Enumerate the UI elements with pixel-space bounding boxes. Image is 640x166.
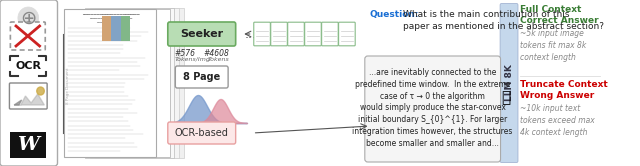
Text: OCR-based: OCR-based bbox=[175, 128, 228, 138]
Bar bbox=[111, 16, 121, 41]
FancyBboxPatch shape bbox=[254, 22, 270, 46]
Bar bbox=[80, 9, 170, 157]
Bar bbox=[94, 8, 184, 158]
FancyBboxPatch shape bbox=[500, 3, 518, 163]
Text: ...are inevitably connected to the: ...are inevitably connected to the bbox=[369, 68, 497, 77]
Text: Seeker: Seeker bbox=[180, 29, 223, 39]
Text: ──────────: ────────── bbox=[96, 19, 125, 25]
Bar bbox=[102, 16, 111, 41]
Circle shape bbox=[18, 7, 38, 29]
Circle shape bbox=[36, 87, 44, 95]
Text: ────────────────────: ──────────────────── bbox=[81, 11, 139, 16]
Text: become smaller and smaller and...: become smaller and smaller and... bbox=[366, 139, 499, 149]
Bar bbox=[102, 16, 130, 41]
Text: case of τ → 0 the algorithm: case of τ → 0 the algorithm bbox=[380, 91, 485, 100]
Text: ───────────────: ─────────────── bbox=[89, 15, 132, 20]
FancyBboxPatch shape bbox=[168, 122, 236, 144]
Bar bbox=[85, 8, 174, 158]
Text: Truncate Context
Wrong Answer: Truncate Context Wrong Answer bbox=[520, 80, 608, 100]
Text: 8 Page: 8 Page bbox=[183, 72, 220, 82]
Text: integration times however, the structures: integration times however, the structure… bbox=[353, 127, 513, 136]
Text: LLM 8K: LLM 8K bbox=[504, 65, 513, 101]
FancyBboxPatch shape bbox=[0, 0, 58, 166]
Text: initial boundary S_{0}^{1}. For larger: initial boundary S_{0}^{1}. For larger bbox=[358, 116, 508, 124]
Text: OCR: OCR bbox=[15, 61, 41, 71]
Text: ~5k input image
tokens fit max 8k
context length: ~5k input image tokens fit max 8k contex… bbox=[520, 29, 587, 62]
Text: #4608: #4608 bbox=[203, 48, 229, 57]
Text: ~10k input text
tokens exceed max
4k context length: ~10k input text tokens exceed max 4k con… bbox=[520, 104, 595, 137]
FancyBboxPatch shape bbox=[339, 22, 355, 46]
Bar bbox=[90, 8, 179, 158]
FancyBboxPatch shape bbox=[10, 83, 47, 109]
Text: ⊕: ⊕ bbox=[20, 8, 36, 28]
Text: Full Context
Correct Answer: Full Context Correct Answer bbox=[520, 5, 599, 25]
FancyBboxPatch shape bbox=[10, 132, 46, 158]
FancyBboxPatch shape bbox=[322, 22, 338, 46]
Polygon shape bbox=[14, 100, 22, 105]
Text: Tokens: Tokens bbox=[207, 56, 229, 61]
Text: What is the main contribution of this
paper as mentioned in the abstract section: What is the main contribution of this pa… bbox=[403, 10, 604, 31]
FancyBboxPatch shape bbox=[288, 22, 304, 46]
FancyBboxPatch shape bbox=[305, 22, 321, 46]
FancyBboxPatch shape bbox=[168, 22, 236, 46]
Text: 🔥: 🔥 bbox=[502, 90, 511, 106]
Text: ...: ... bbox=[245, 28, 257, 41]
Bar bbox=[121, 16, 130, 41]
Text: Tokens/Img: Tokens/Img bbox=[174, 56, 211, 61]
Text: W: W bbox=[17, 136, 39, 154]
FancyBboxPatch shape bbox=[175, 66, 228, 88]
Bar bbox=[64, 9, 157, 157]
Text: predefined time window.  In the extreme: predefined time window. In the extreme bbox=[355, 80, 511, 88]
Text: would simply produce the star-convex: would simply produce the star-convex bbox=[360, 103, 506, 113]
FancyBboxPatch shape bbox=[271, 22, 287, 46]
Text: Question:: Question: bbox=[369, 10, 419, 19]
FancyBboxPatch shape bbox=[10, 54, 47, 79]
Polygon shape bbox=[14, 94, 44, 105]
FancyBboxPatch shape bbox=[10, 22, 45, 50]
Text: 8 Page Document: 8 Page Document bbox=[66, 68, 70, 104]
FancyBboxPatch shape bbox=[365, 56, 500, 162]
Text: #576: #576 bbox=[174, 48, 195, 57]
